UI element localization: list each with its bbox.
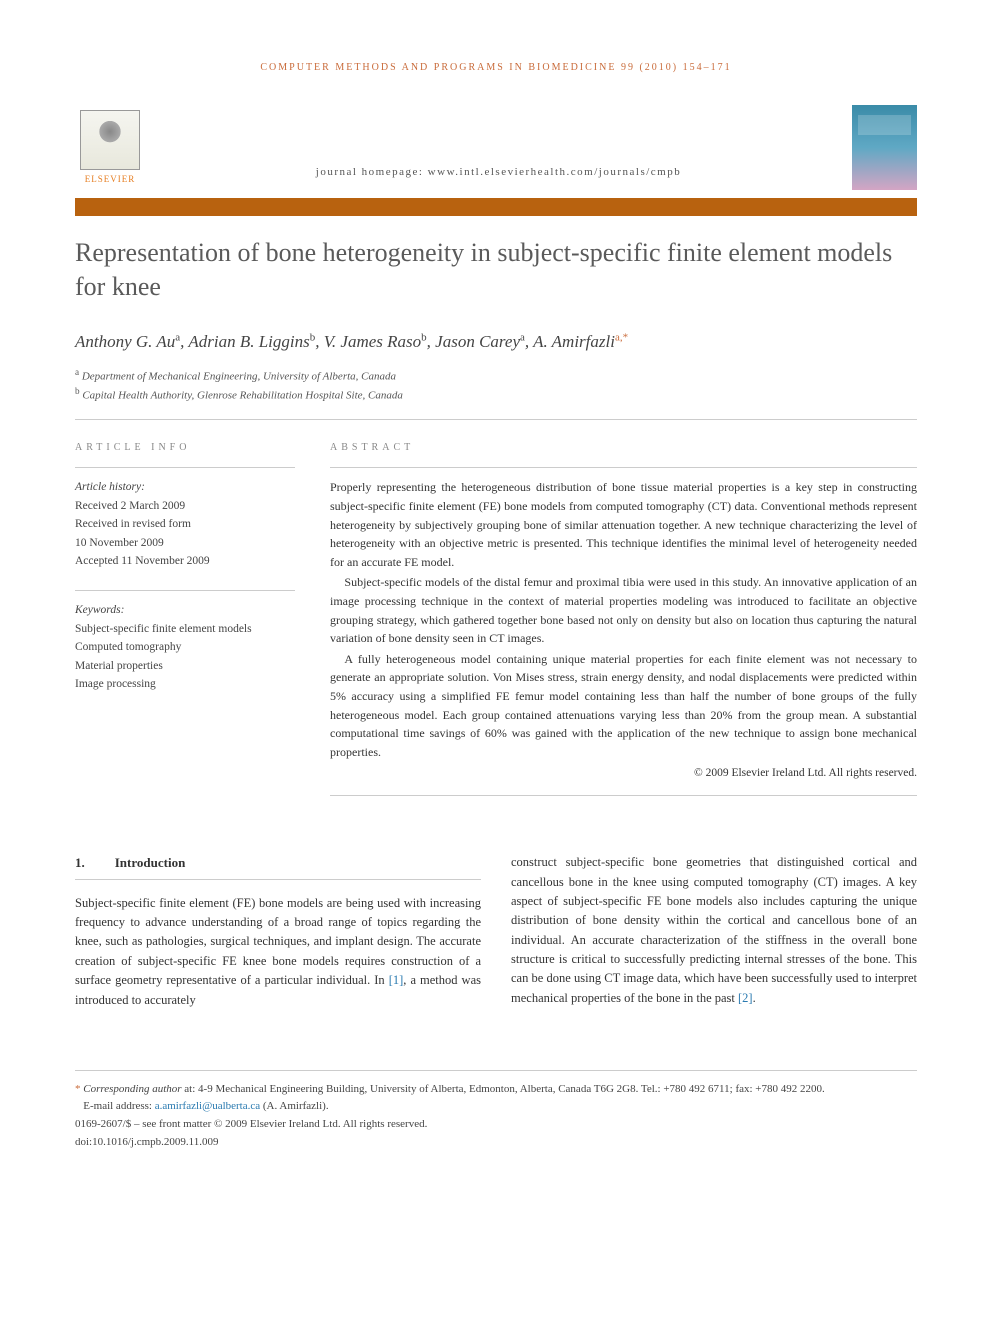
journal-cover-thumbnail — [852, 105, 917, 190]
email-link[interactable]: a.amirfazli@ualberta.ca — [155, 1100, 260, 1112]
abstract-label: ABSTRACT — [330, 440, 917, 455]
abstract: Properly representing the heterogeneous … — [330, 467, 917, 783]
article-title: Representation of bone heterogeneity in … — [75, 236, 917, 304]
publisher-name: ELSEVIER — [85, 173, 136, 187]
star-icon: * — [75, 1083, 81, 1095]
body-paragraph: Subject-specific finite element (FE) bon… — [75, 894, 481, 1010]
history-label: Article history: — [75, 481, 145, 493]
email-suffix: (A. Amirfazli). — [260, 1100, 328, 1112]
affiliation: b Capital Health Authority, Glenrose Reh… — [75, 385, 917, 404]
keyword: Image processing — [75, 678, 156, 690]
affiliations: a Department of Mechanical Engineering, … — [75, 366, 917, 404]
keyword: Material properties — [75, 660, 163, 672]
header-logos-row: ELSEVIER journal homepage: www.intl.else… — [75, 105, 917, 190]
abstract-paragraph: Subject-specific models of the distal fe… — [330, 573, 917, 647]
doi-line: doi:10.1016/j.cmpb.2009.11.009 — [75, 1134, 917, 1152]
footnotes: * Corresponding author at: 4-9 Mechanica… — [75, 1070, 917, 1151]
copyright-line: © 2009 Elsevier Ireland Ltd. All rights … — [330, 765, 917, 783]
citation-link[interactable]: [1] — [389, 973, 404, 987]
history-revised-date: 10 November 2009 — [75, 537, 164, 549]
author: Jason Carey — [435, 332, 520, 351]
email-footnote: E-mail address: a.amirfazli@ualberta.ca … — [75, 1098, 917, 1116]
history-received: Received 2 March 2009 — [75, 500, 185, 512]
author-aff-corresponding: a,* — [615, 331, 628, 343]
body-text-span: . — [753, 991, 756, 1005]
body-text-span: construct subject-specific bone geometri… — [511, 855, 917, 1005]
citation-link[interactable]: [2] — [738, 991, 753, 1005]
article-history: Article history: Received 2 March 2009 R… — [75, 467, 295, 570]
divider — [75, 419, 917, 420]
abstract-paragraph: A fully heterogeneous model containing u… — [330, 650, 917, 762]
corresponding-label: Corresponding author — [83, 1083, 181, 1095]
author: V. James Raso — [324, 332, 421, 351]
history-revised-label: Received in revised form — [75, 518, 191, 530]
journal-homepage-text: journal homepage: www.intl.elsevierhealt… — [145, 164, 852, 191]
affiliation-text: Department of Mechanical Engineering, Un… — [82, 371, 396, 383]
author: A. Amirfazli — [533, 332, 615, 351]
affiliation-sup: a — [75, 367, 79, 377]
affiliation-sup: b — [75, 386, 80, 396]
authors-line: Anthony G. Aua, Adrian B. Ligginsb, V. J… — [75, 329, 917, 355]
corresponding-author-footnote: * Corresponding author at: 4-9 Mechanica… — [75, 1081, 917, 1099]
affiliation: a Department of Mechanical Engineering, … — [75, 366, 917, 385]
author: Adrian B. Liggins — [188, 332, 309, 351]
keyword: Subject-specific finite element models — [75, 623, 252, 635]
article-info-label: ARTICLE INFO — [75, 440, 295, 455]
publisher-logo: ELSEVIER — [75, 110, 145, 190]
author-aff: b — [310, 331, 316, 343]
keywords-block: Keywords: Subject-specific finite elemen… — [75, 590, 295, 693]
email-label: E-mail address: — [83, 1100, 154, 1112]
section-heading: 1. Introduction — [75, 853, 481, 880]
section-number: 1. — [75, 853, 85, 873]
divider — [330, 795, 917, 796]
history-accepted: Accepted 11 November 2009 — [75, 555, 210, 567]
section-title: Introduction — [115, 853, 186, 873]
abstract-paragraph: Properly representing the heterogeneous … — [330, 478, 917, 571]
author: Anthony G. Au — [75, 332, 175, 351]
corresponding-text: at: 4-9 Mechanical Engineering Building,… — [182, 1083, 825, 1095]
issn-line: 0169-2607/$ – see front matter © 2009 El… — [75, 1116, 917, 1134]
title-divider-bar — [75, 198, 917, 216]
running-header: COMPUTER METHODS AND PROGRAMS IN BIOMEDI… — [75, 60, 917, 75]
author-aff: a — [175, 331, 180, 343]
elsevier-tree-icon — [80, 110, 140, 170]
keywords-label: Keywords: — [75, 604, 124, 616]
body-paragraph: construct subject-specific bone geometri… — [511, 853, 917, 1008]
author-aff: b — [421, 331, 427, 343]
affiliation-text: Capital Health Authority, Glenrose Rehab… — [82, 390, 403, 402]
keyword: Computed tomography — [75, 641, 181, 653]
author-aff: a — [520, 331, 525, 343]
